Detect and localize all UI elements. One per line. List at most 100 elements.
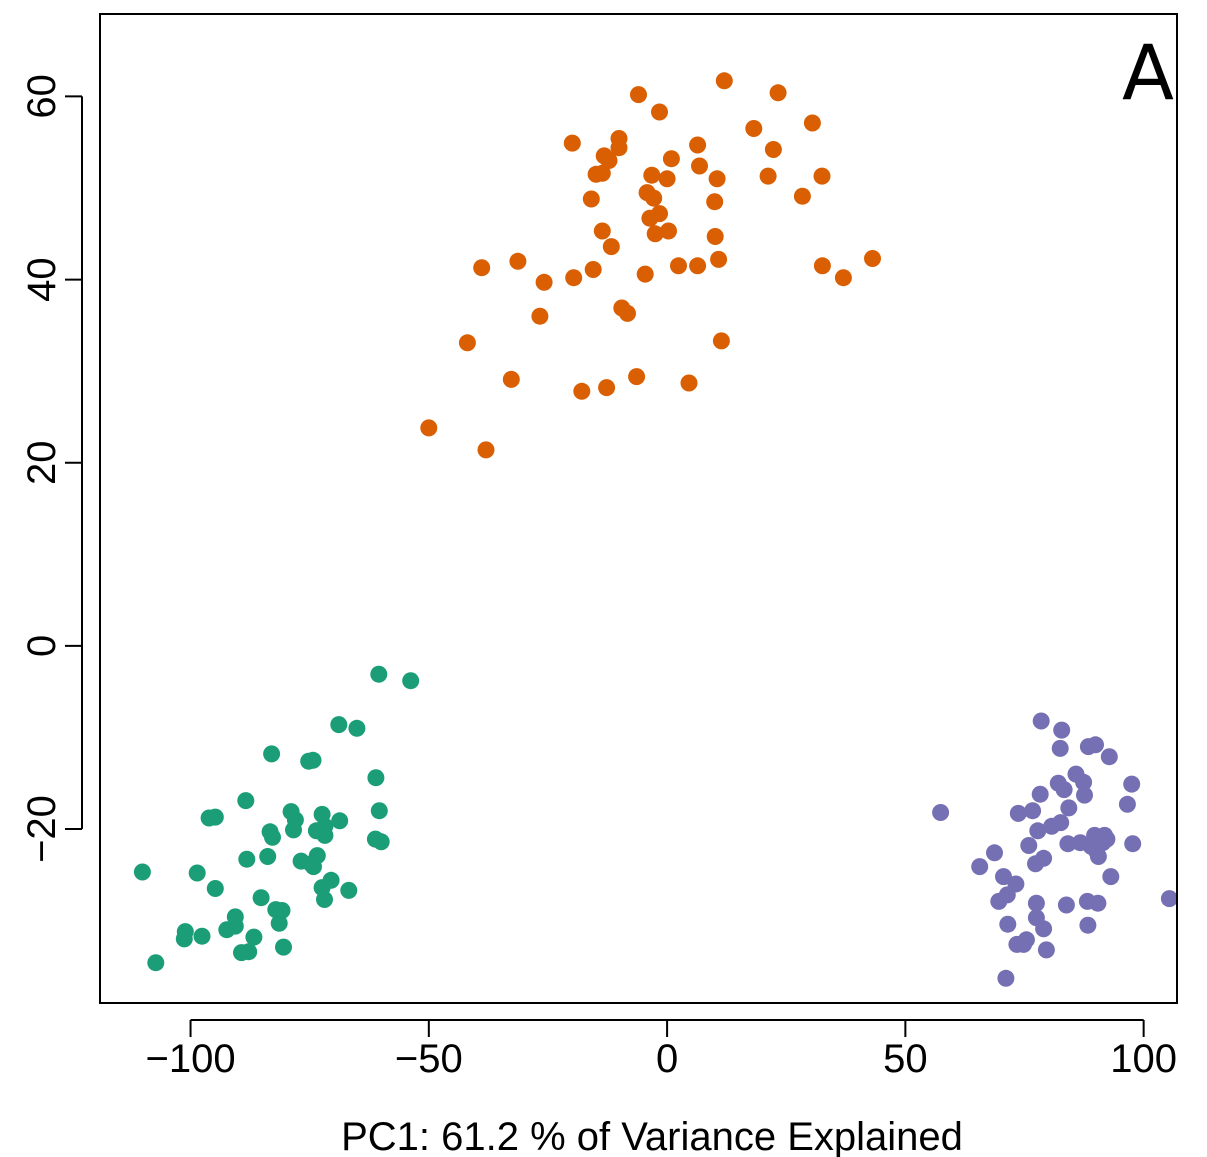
data-point [999,915,1017,933]
data-point [1160,890,1178,908]
data-point [1057,896,1075,914]
data-point [636,265,654,283]
x-tick-label: 50 [883,1037,928,1081]
data-point [813,257,831,275]
data-point [764,141,782,158]
data-point [147,954,165,972]
data-point [1089,894,1107,912]
data-point [1123,775,1141,793]
data-point [593,222,611,240]
data-point [658,170,676,188]
y-tick-label: 40 [20,257,64,302]
data-point [206,808,224,826]
data-point [270,914,288,932]
data-point [263,745,281,763]
data-point [1052,814,1070,832]
data-point [206,880,224,897]
data-point [316,891,333,908]
data-point [745,120,763,137]
series-1 [133,665,420,972]
data-point [643,166,661,184]
data-point [133,863,151,881]
data-point [1007,875,1025,893]
x-tick-label: 100 [1110,1037,1177,1081]
data-point [691,157,708,175]
data-point [651,205,668,223]
data-point [971,858,989,876]
x-axis-label: PC1: 61.2 % of Variance Explained [341,1115,963,1157]
data-point [759,167,777,185]
data-point [593,164,611,182]
x-tick-label: −50 [395,1037,463,1081]
data-point [402,672,420,690]
data-point [662,150,680,168]
data-point [509,252,527,270]
data-point [1017,931,1035,949]
data-point [803,114,821,132]
data-point [651,103,668,121]
data-point [670,257,687,275]
data-point [477,441,495,459]
data-point [573,382,591,400]
data-point [1098,830,1116,848]
data-point [1087,736,1104,754]
data-point [370,802,388,820]
data-point [834,269,852,287]
x-tick-label: −100 [145,1037,235,1081]
x-axis: −100 −50 0 50 100 [145,1019,1177,1081]
data-point [1009,804,1027,822]
data-point [706,193,724,211]
data-point [1124,835,1142,853]
data-point [1079,916,1097,934]
data-point [660,222,677,240]
data-point [1020,837,1038,854]
data-point [308,847,326,865]
data-point [1075,773,1093,791]
data-point [238,850,256,868]
data-point [193,927,211,945]
data-point [1118,795,1136,813]
data-point [259,848,277,865]
data-point [286,811,304,829]
data-point [252,889,270,907]
data-point [372,833,390,851]
y-axis: −20 0 20 40 60 [20,74,83,863]
data-point [1053,721,1071,739]
data-point [264,828,281,846]
data-point [710,250,728,268]
data-point [689,257,707,275]
data-point [813,167,831,185]
x-tick-label: 0 [656,1037,678,1081]
data-point [331,812,349,830]
data-point [1035,920,1053,938]
data-point [237,792,255,810]
data-point [708,170,726,188]
data-point [995,868,1012,886]
y-tick-label: −20 [20,795,64,863]
data-point [793,187,811,205]
data-point [273,902,291,919]
data-point [188,864,206,882]
data-point [715,72,733,90]
data-point [997,969,1015,987]
y-tick-label: 0 [20,635,64,657]
data-point [1035,849,1053,867]
data-point [322,871,340,889]
data-point [535,273,553,291]
data-point [176,923,194,941]
data-point [340,881,358,899]
data-point [712,332,730,350]
data-point [598,379,616,397]
axes: −100 −50 0 50 100 −20 0 20 40 60 [20,74,1177,1081]
y-tick-label: 60 [20,74,64,119]
data-point [275,938,292,956]
data-point [473,259,491,277]
data-point [245,928,263,946]
data-point [367,769,385,787]
data-point [610,130,628,147]
data-point [630,86,647,104]
data-point [602,238,620,256]
data-point [1076,786,1093,804]
data-points [133,72,1178,987]
